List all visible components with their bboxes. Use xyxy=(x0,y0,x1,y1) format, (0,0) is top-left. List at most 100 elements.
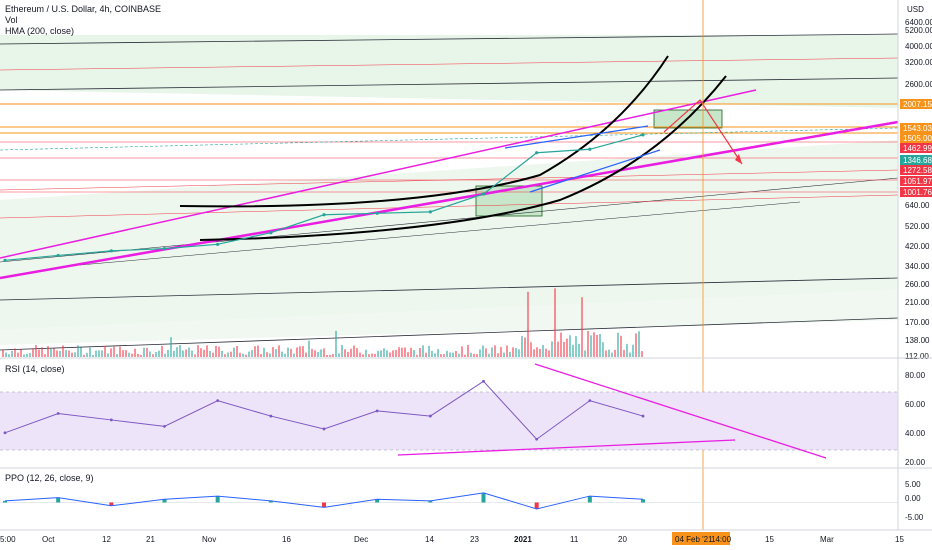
rsi-scale-label: 20.00 xyxy=(905,458,926,467)
volume-bar xyxy=(98,350,100,357)
price-tag-label: 1346.68 xyxy=(903,156,932,165)
x-axis-label: 5:00 xyxy=(0,535,16,544)
volume-bar xyxy=(278,345,280,357)
price-point xyxy=(535,151,539,155)
volume-bar xyxy=(488,353,490,357)
volume-bar xyxy=(590,335,592,357)
volume-bar xyxy=(413,350,415,357)
volume-bar xyxy=(137,353,139,357)
volume-bar xyxy=(269,353,271,357)
volume-bar xyxy=(59,350,61,357)
volume-bar xyxy=(227,352,229,357)
volume-bar xyxy=(185,349,187,357)
volume-bar xyxy=(107,353,109,357)
volume-bar xyxy=(479,349,481,357)
volume-bar xyxy=(305,352,307,357)
price-scale-label: 340.00 xyxy=(905,262,930,271)
price-tag-label: 1001.76 xyxy=(903,188,932,197)
rsi-pane[interactable]: 80.00 60.00 40.00 20.00 xyxy=(0,357,932,467)
volume-bar xyxy=(467,345,469,357)
volume-bar xyxy=(329,354,331,357)
ppo-histogram-bar xyxy=(109,502,114,506)
ppo-scale-label: -5.00 xyxy=(905,513,924,522)
rsi-point xyxy=(588,399,592,403)
volume-bar xyxy=(536,347,538,357)
volume-bar xyxy=(53,348,55,357)
volume-bar xyxy=(380,350,382,357)
volume-bar xyxy=(620,335,622,357)
volume-bar xyxy=(236,345,238,357)
volume-bar xyxy=(428,345,430,357)
volume-bar xyxy=(122,350,124,357)
volume-bar xyxy=(41,347,43,357)
rsi-point xyxy=(322,427,326,431)
price-tag-bg xyxy=(900,99,932,109)
x-axis[interactable]: 5:00 Oct 12 21 Nov 16 Dec 14 23 2021 11 20 15 Mar 15 0… xyxy=(0,529,932,545)
volume-bar xyxy=(56,350,58,357)
x-axis-label: 21 xyxy=(146,535,155,544)
volume-bar xyxy=(62,345,64,357)
price-tag-bg xyxy=(900,143,932,153)
volume-bar xyxy=(626,343,628,357)
rsi-point xyxy=(109,418,113,422)
green-zones xyxy=(0,35,898,345)
rsi-point xyxy=(3,431,7,435)
price-scale-label: 3200.00 xyxy=(905,58,932,67)
volume-bar xyxy=(419,347,421,357)
volume-bar xyxy=(248,351,250,357)
price-point xyxy=(269,231,273,235)
volume-bar xyxy=(110,348,112,357)
volume-bar xyxy=(596,335,598,357)
volume-bar xyxy=(587,330,589,357)
rsi-point xyxy=(163,424,166,428)
volume-bar xyxy=(545,348,547,357)
ppo-histogram-bar xyxy=(56,497,61,503)
volume-bar xyxy=(572,344,574,357)
rsi-point xyxy=(482,379,485,383)
volume-bar xyxy=(581,297,583,357)
volume-bar xyxy=(281,351,283,357)
parabolic-curve-upper xyxy=(179,55,669,208)
volume-bar xyxy=(401,347,403,357)
volume-bar xyxy=(293,353,295,357)
volume-bar xyxy=(86,352,88,357)
volume-bar xyxy=(326,354,328,357)
volume-bar xyxy=(368,354,370,357)
rsi-point xyxy=(535,437,539,441)
volume-bar xyxy=(335,330,337,357)
magenta-support xyxy=(0,120,899,280)
ppo-scale-label: 5.00 xyxy=(905,480,921,489)
ppo-line xyxy=(4,492,644,510)
ppo-pane[interactable]: 5.00 0.00 -5.00 xyxy=(0,467,932,522)
volume-bar xyxy=(623,349,625,357)
ppo-scale: 5.00 0.00 -5.00 xyxy=(905,480,924,522)
volume-bar xyxy=(392,350,394,357)
volume-bar xyxy=(509,351,511,357)
channel-line-6 xyxy=(79,201,801,266)
red-line-1 xyxy=(0,57,899,71)
x-axis-label: 12 xyxy=(102,535,111,544)
volume-bar xyxy=(239,352,241,357)
volume-bar xyxy=(161,345,163,357)
price-scale-label: 260.00 xyxy=(905,280,930,289)
volume-bar xyxy=(395,350,397,357)
volume-bar xyxy=(371,353,373,357)
price-tag-label: 1051.97 xyxy=(903,177,932,186)
price-scale-label: 2600.00 xyxy=(905,80,932,89)
volume-bar xyxy=(473,353,475,357)
volume-bar xyxy=(170,337,172,357)
volume-bar xyxy=(599,334,601,357)
volume-bar xyxy=(344,349,346,357)
volume-bar xyxy=(410,347,412,357)
volume-bar xyxy=(314,350,316,357)
price-scale-label: 112.00 xyxy=(905,352,929,361)
volume-bar xyxy=(476,354,478,357)
volume-bar xyxy=(563,341,565,357)
volume-bar xyxy=(197,345,199,357)
volume-bar xyxy=(353,345,355,357)
price-tag-label: 1543.03 xyxy=(903,124,932,133)
volume-bar xyxy=(494,345,496,357)
volume-bar xyxy=(65,350,67,357)
